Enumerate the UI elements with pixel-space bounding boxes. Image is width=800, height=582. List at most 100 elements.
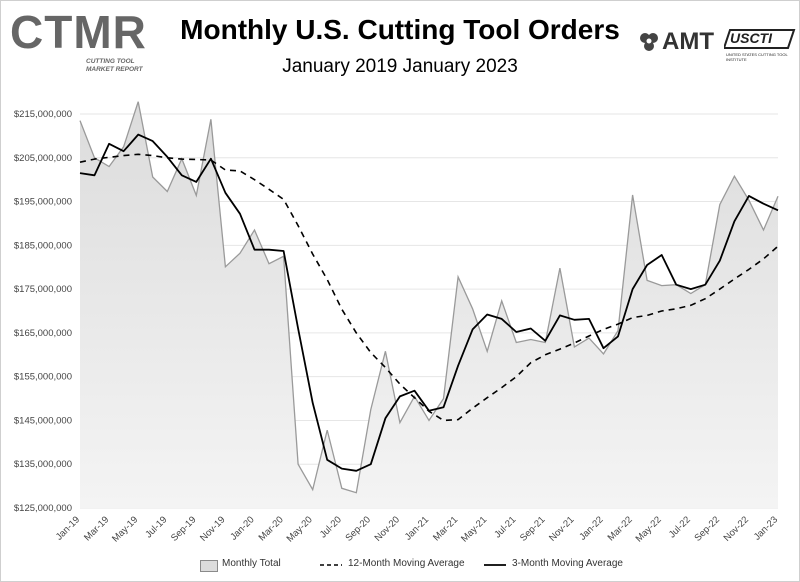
data-point-monthly-total (137, 100, 140, 103)
x-tick-label: Jan-19 (54, 514, 82, 542)
data-point-monthly-total (238, 252, 241, 255)
data-point-12-month-moving-average (515, 375, 518, 378)
x-tick-label: Jan-22 (577, 514, 605, 542)
data-point-12-month-moving-average (137, 153, 140, 156)
data-point-12-month-moving-average (442, 419, 445, 422)
data-point-12-month-moving-average (762, 257, 765, 260)
data-point-monthly-total (355, 491, 358, 494)
data-point-12-month-moving-average (253, 178, 256, 181)
series-line-3-month-moving-average (79, 133, 779, 472)
y-tick-label: $145,000,000 (14, 415, 72, 426)
data-point-3-month-moving-average (311, 401, 314, 404)
legend-label-monthly-total: Monthly Total (222, 558, 281, 569)
data-point-3-month-moving-average (500, 317, 503, 320)
data-point-12-month-moving-average (238, 169, 241, 172)
usctm-logo-subtext: UNITED STATES CUTTING TOOL INSTITUTE (726, 52, 788, 62)
data-point-monthly-total (122, 145, 125, 148)
legend-label-3-month-average: 3-Month Moving Average (512, 558, 623, 569)
data-point-12-month-moving-average (471, 407, 474, 410)
data-point-12-month-moving-average (733, 278, 736, 281)
data-point-12-month-moving-average (398, 383, 401, 386)
x-tick-label: Jul-21 (492, 514, 518, 540)
data-point-12-month-moving-average (704, 297, 707, 300)
data-point-3-month-moving-average (718, 259, 721, 262)
x-tick-label: Mar-20 (257, 514, 286, 543)
data-point-12-month-moving-average (544, 353, 547, 356)
data-point-3-month-moving-average (471, 328, 474, 331)
data-point-monthly-total (602, 352, 605, 355)
data-point-12-month-moving-average (311, 253, 314, 256)
data-point-monthly-total (500, 299, 503, 302)
x-tick-label: Mar-19 (82, 514, 111, 543)
data-point-3-month-moving-average (195, 180, 198, 183)
ctmr-logo: CTMR CUTTING TOOL MARKET REPORT (10, 6, 160, 76)
legend-item-12-month-average: 12-Month Moving Average (320, 556, 490, 574)
data-point-12-month-moving-average (384, 366, 387, 369)
amt-logo: AMT (636, 28, 726, 60)
y-axis-ticks: $125,000,000 $135,000,000 $145,000,000 $155… (14, 109, 72, 514)
y-tick-label: $165,000,000 (14, 328, 72, 339)
data-point-3-month-moving-average (486, 313, 489, 316)
data-point-monthly-total (777, 195, 780, 198)
data-point-monthly-total (268, 262, 271, 265)
data-point-3-month-moving-average (268, 248, 271, 251)
x-tick-label: Sep-22 (693, 514, 722, 543)
data-point-3-month-moving-average (253, 248, 256, 251)
x-tick-label: Mar-21 (431, 514, 460, 543)
data-point-monthly-total (384, 350, 387, 353)
data-point-12-month-moving-average (529, 361, 532, 364)
data-point-monthly-total (646, 279, 649, 282)
data-point-monthly-total (340, 487, 343, 490)
data-point-3-month-moving-average (544, 339, 547, 342)
x-tick-label: May-21 (459, 514, 489, 544)
data-point-3-month-moving-average (587, 317, 590, 320)
data-point-3-month-moving-average (747, 194, 750, 197)
data-point-12-month-moving-average (675, 307, 678, 310)
data-point-12-month-moving-average (268, 188, 271, 191)
data-point-3-month-moving-average (558, 314, 561, 317)
data-point-12-month-moving-average (573, 341, 576, 344)
data-point-3-month-moving-average (122, 150, 125, 153)
data-point-3-month-moving-average (384, 417, 387, 420)
data-point-monthly-total (151, 176, 154, 179)
data-point-monthly-total (631, 193, 634, 196)
data-point-12-month-moving-average (457, 418, 460, 421)
data-point-3-month-moving-average (369, 463, 372, 466)
data-point-3-month-moving-average (689, 288, 692, 291)
data-point-3-month-moving-average (631, 288, 634, 291)
data-point-3-month-moving-average (617, 335, 620, 338)
y-tick-label: $195,000,000 (14, 197, 72, 208)
x-tick-label: May-22 (634, 514, 664, 544)
data-point-monthly-total (282, 255, 285, 258)
data-point-monthly-total (733, 175, 736, 178)
data-point-12-month-moving-average (326, 278, 329, 281)
data-point-12-month-moving-average (500, 386, 503, 389)
data-point-monthly-total (166, 190, 169, 193)
data-point-monthly-total (369, 408, 372, 411)
legend-swatch-dashed-line-icon (320, 564, 342, 566)
data-point-monthly-total (718, 203, 721, 206)
data-point-12-month-moving-average (297, 224, 300, 227)
monthly-total-area (79, 101, 779, 508)
data-point-3-month-moving-average (355, 469, 358, 472)
data-point-3-month-moving-average (529, 327, 532, 330)
data-point-monthly-total (326, 429, 329, 432)
data-point-3-month-moving-average (151, 140, 154, 143)
data-point-12-month-moving-average (369, 351, 372, 354)
data-point-12-month-moving-average (689, 304, 692, 307)
data-point-12-month-moving-average (631, 316, 634, 319)
data-point-3-month-moving-average (79, 172, 82, 175)
data-point-3-month-moving-average (108, 142, 111, 145)
data-point-12-month-moving-average (180, 158, 183, 161)
data-point-12-month-moving-average (224, 169, 227, 172)
data-point-12-month-moving-average (93, 158, 96, 161)
x-tick-label: May-20 (285, 514, 315, 544)
y-tick-label: $185,000,000 (14, 240, 72, 251)
data-point-12-month-moving-average (413, 396, 416, 399)
series-area-monthly-total (80, 101, 778, 508)
data-point-3-month-moving-average (646, 264, 649, 267)
data-point-monthly-total (747, 199, 750, 202)
data-point-monthly-total (762, 229, 765, 232)
y-tick-label: $215,000,000 (14, 109, 72, 120)
data-point-monthly-total (253, 229, 256, 232)
